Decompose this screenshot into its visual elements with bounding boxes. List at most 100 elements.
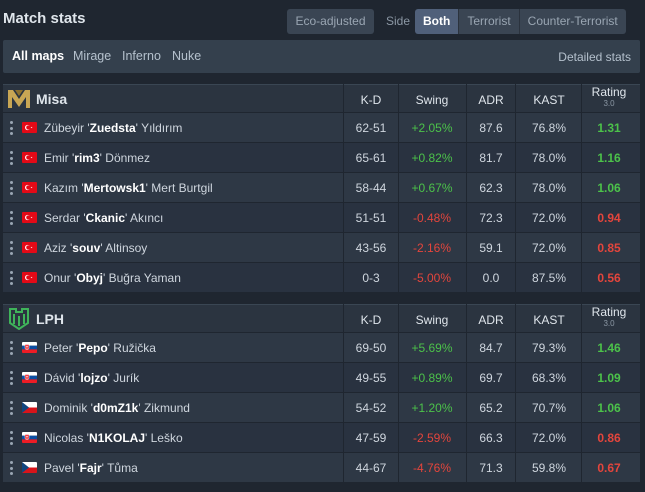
player-nickname: N1KOLAJ	[88, 431, 145, 445]
tab-inferno[interactable]: Inferno	[122, 49, 161, 63]
col-kast-header[interactable]: KAST	[533, 313, 565, 327]
col-kast-header[interactable]: KAST	[533, 93, 565, 107]
column-divider	[398, 304, 399, 482]
col-swing-header[interactable]: Swing	[415, 93, 449, 107]
col-kd-header[interactable]: K-D	[360, 313, 382, 327]
adr-value: 62.3	[479, 181, 503, 195]
drag-handle-icon[interactable]	[10, 371, 14, 385]
rating-value: 0.56	[597, 271, 621, 285]
swing-value: +5.69%	[411, 341, 453, 355]
rating-value: 0.94	[597, 211, 621, 225]
team-table-misa: Misa K-D Swing ADR KAST Rating 3.0 Zübey…	[3, 84, 640, 292]
side-filter: Both Terrorist Counter-Terrorist	[415, 9, 626, 34]
player-rows: Zübeyir 'Zuedsta' Yıldırım 62-51 +2.05% 87.…	[3, 112, 640, 292]
drag-handle-icon[interactable]	[10, 431, 14, 445]
table-row[interactable]: Dominik 'd0mZ1k' Zikmund 54-52 +1.20% 65.2 7…	[3, 392, 640, 422]
tr-flag-icon	[22, 152, 37, 163]
detailed-stats-link[interactable]: Detailed stats	[558, 50, 631, 64]
drag-handle-icon[interactable]	[10, 341, 14, 355]
kd-value: 51-51	[355, 211, 387, 225]
swing-value: -5.00%	[412, 271, 452, 285]
swing-value: +0.67%	[411, 181, 453, 195]
col-adr-header[interactable]: ADR	[478, 313, 504, 327]
player-name[interactable]: Pavel 'Fajr' Tůma	[44, 461, 138, 475]
kd-value: 54-52	[355, 401, 387, 415]
lph-logo-icon	[9, 308, 29, 330]
side-label: Side	[386, 14, 411, 28]
col-swing-header[interactable]: Swing	[415, 313, 449, 327]
kd-value: 69-50	[355, 341, 387, 355]
adr-value: 0.0	[482, 271, 500, 285]
player-name[interactable]: Zübeyir 'Zuedsta' Yıldırım	[44, 121, 182, 135]
rating-value: 0.85	[597, 241, 621, 255]
player-name[interactable]: Peter 'Pepo' Ružička	[44, 341, 156, 355]
column-divider	[466, 304, 467, 482]
adr-value: 71.3	[479, 461, 503, 475]
kd-value: 47-59	[355, 431, 387, 445]
col-rating-header[interactable]: Rating 3.0	[583, 86, 635, 109]
column-divider	[466, 84, 467, 292]
table-row[interactable]: Serdar 'Ckanic' Akıncı 51-51 -0.48% 72.3 72.…	[3, 202, 640, 232]
drag-handle-icon[interactable]	[10, 121, 14, 135]
team-name: LPH	[36, 311, 64, 327]
player-last-name: ' Zikmund	[138, 401, 190, 415]
kast-value: 72.0%	[531, 211, 567, 225]
player-name[interactable]: Onur 'Obyj' Buğra Yaman	[44, 271, 181, 285]
player-last-name: ' Altinsoy	[100, 241, 148, 255]
player-last-name: ' Yıldırım	[135, 121, 183, 135]
drag-handle-icon[interactable]	[10, 241, 14, 255]
player-first-name: Zübeyir '	[44, 121, 90, 135]
eco-adjusted-toggle[interactable]: Eco-adjusted	[287, 9, 374, 34]
player-name[interactable]: Serdar 'Ckanic' Akıncı	[44, 211, 163, 225]
swing-value: +0.82%	[411, 151, 453, 165]
tab-all-maps[interactable]: All maps	[12, 49, 65, 63]
table-row[interactable]: Peter 'Pepo' Ružička 69-50 +5.69% 84.7 79.3%…	[3, 332, 640, 362]
drag-handle-icon[interactable]	[10, 401, 14, 415]
table-row[interactable]: Dávid 'lojzo' Jurík 49-55 +0.89% 69.7 68.3% 1…	[3, 362, 640, 392]
player-name[interactable]: Dominik 'd0mZ1k' Zikmund	[44, 401, 190, 415]
drag-handle-icon[interactable]	[10, 271, 14, 285]
tab-mirage[interactable]: Mirage	[73, 49, 112, 63]
player-name[interactable]: Dávid 'lojzo' Jurík	[44, 371, 139, 385]
table-row[interactable]: Aziz 'souv' Altinsoy 43-56 -2.16% 59.1 72.0%…	[3, 232, 640, 262]
kast-value: 70.7%	[531, 401, 567, 415]
drag-handle-icon[interactable]	[10, 211, 14, 225]
kast-value: 72.0%	[531, 431, 567, 445]
player-last-name: ' Dönmez	[99, 151, 150, 165]
table-row[interactable]: Emir 'rim3' Dönmez 65-61 +0.82% 81.7 78.0% 1.…	[3, 142, 640, 172]
player-name[interactable]: Emir 'rim3' Dönmez	[44, 151, 150, 165]
player-name[interactable]: Nicolas 'N1KOLAJ' Leško	[44, 431, 183, 445]
adr-value: 84.7	[479, 341, 503, 355]
col-kd-header[interactable]: K-D	[360, 93, 382, 107]
side-terrorist-button[interactable]: Terrorist	[458, 9, 519, 34]
sk-flag-icon	[22, 342, 37, 353]
player-name[interactable]: Kazım 'Mertowsk1' Mert Burtgil	[44, 181, 213, 195]
adr-value: 59.1	[479, 241, 503, 255]
tr-flag-icon	[22, 242, 37, 253]
col-rating-header[interactable]: Rating 3.0	[583, 306, 635, 329]
player-nickname: Mertowsk1	[83, 181, 146, 195]
table-row[interactable]: Pavel 'Fajr' Tůma 44-67 -4.76% 71.3 59.8% 0.6…	[3, 452, 640, 482]
drag-handle-icon[interactable]	[10, 181, 14, 195]
kast-value: 78.0%	[531, 181, 567, 195]
player-first-name: Nicolas '	[44, 431, 89, 445]
swing-value: +2.05%	[411, 121, 453, 135]
player-first-name: Aziz '	[44, 241, 73, 255]
side-ct-button[interactable]: Counter-Terrorist	[518, 9, 626, 34]
kast-value: 76.8%	[531, 121, 567, 135]
player-rows: Peter 'Pepo' Ružička 69-50 +5.69% 84.7 79.3%…	[3, 332, 640, 482]
drag-handle-icon[interactable]	[10, 461, 14, 475]
tab-nuke[interactable]: Nuke	[172, 49, 202, 63]
column-divider	[515, 304, 516, 482]
player-first-name: Kazım '	[44, 181, 84, 195]
rating-value: 1.06	[597, 181, 621, 195]
drag-handle-icon[interactable]	[10, 151, 14, 165]
player-name[interactable]: Aziz 'souv' Altinsoy	[44, 241, 147, 255]
table-row[interactable]: Zübeyir 'Zuedsta' Yıldırım 62-51 +2.05% 87.…	[3, 112, 640, 142]
rating-value: 1.06	[597, 401, 621, 415]
side-both-button[interactable]: Both	[415, 9, 459, 34]
table-row[interactable]: Kazım 'Mertowsk1' Mert Burtgil 58-44 +0.67…	[3, 172, 640, 202]
table-row[interactable]: Nicolas 'N1KOLAJ' Leško 47-59 -2.59% 66.3 72…	[3, 422, 640, 452]
table-row[interactable]: Onur 'Obyj' Buğra Yaman 0-3 -5.00% 0.0 87.5%…	[3, 262, 640, 292]
col-adr-header[interactable]: ADR	[478, 93, 504, 107]
